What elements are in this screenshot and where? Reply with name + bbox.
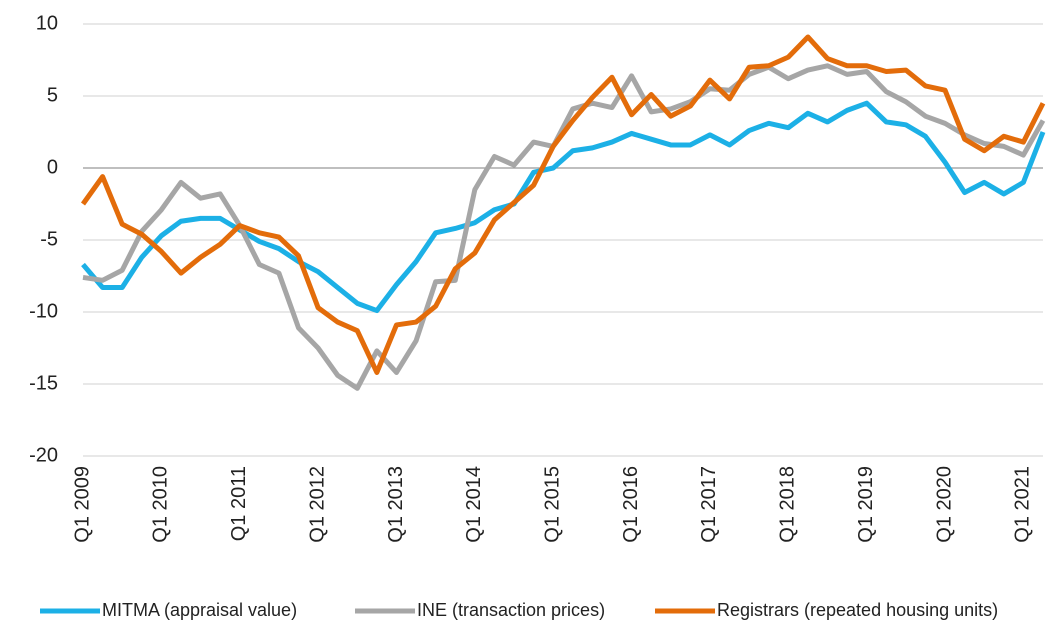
x-tick-label: Q1 2009 (71, 466, 93, 543)
x-tick-label: Q1 2013 (385, 466, 407, 543)
x-tick-label: Q1 2015 (541, 466, 563, 543)
y-tick-label: -20 (29, 444, 58, 466)
y-tick-label: 0 (47, 156, 58, 178)
x-tick-label: Q1 2017 (698, 466, 720, 543)
y-tick-label: -15 (29, 372, 58, 394)
y-tick-label: 5 (47, 84, 58, 106)
y-tick-label: -5 (40, 228, 58, 250)
y-tick-label: -10 (29, 300, 58, 322)
y-tick-label: 10 (36, 12, 58, 34)
series-line (82, 63, 1046, 391)
x-tick-label: Q1 2011 (228, 466, 250, 541)
x-tick-label: Q1 2010 (150, 466, 172, 543)
x-tick-label: Q1 2021 (1012, 466, 1034, 543)
legend-label: MITMA (appraisal value) (102, 600, 297, 620)
x-tick-label: Q1 2020 (933, 466, 955, 543)
x-tick-label: Q1 2014 (463, 466, 485, 543)
x-tick-label: Q1 2012 (306, 466, 328, 543)
legend-label: INE (transaction prices) (417, 600, 605, 620)
x-tick-label: Q1 2018 (777, 466, 799, 543)
series-line (80, 34, 1046, 375)
legend-label: Registrars (repeated housing units) (717, 600, 998, 620)
x-tick-label: Q1 2019 (855, 466, 877, 543)
x-tick-label: Q1 2016 (620, 466, 642, 543)
